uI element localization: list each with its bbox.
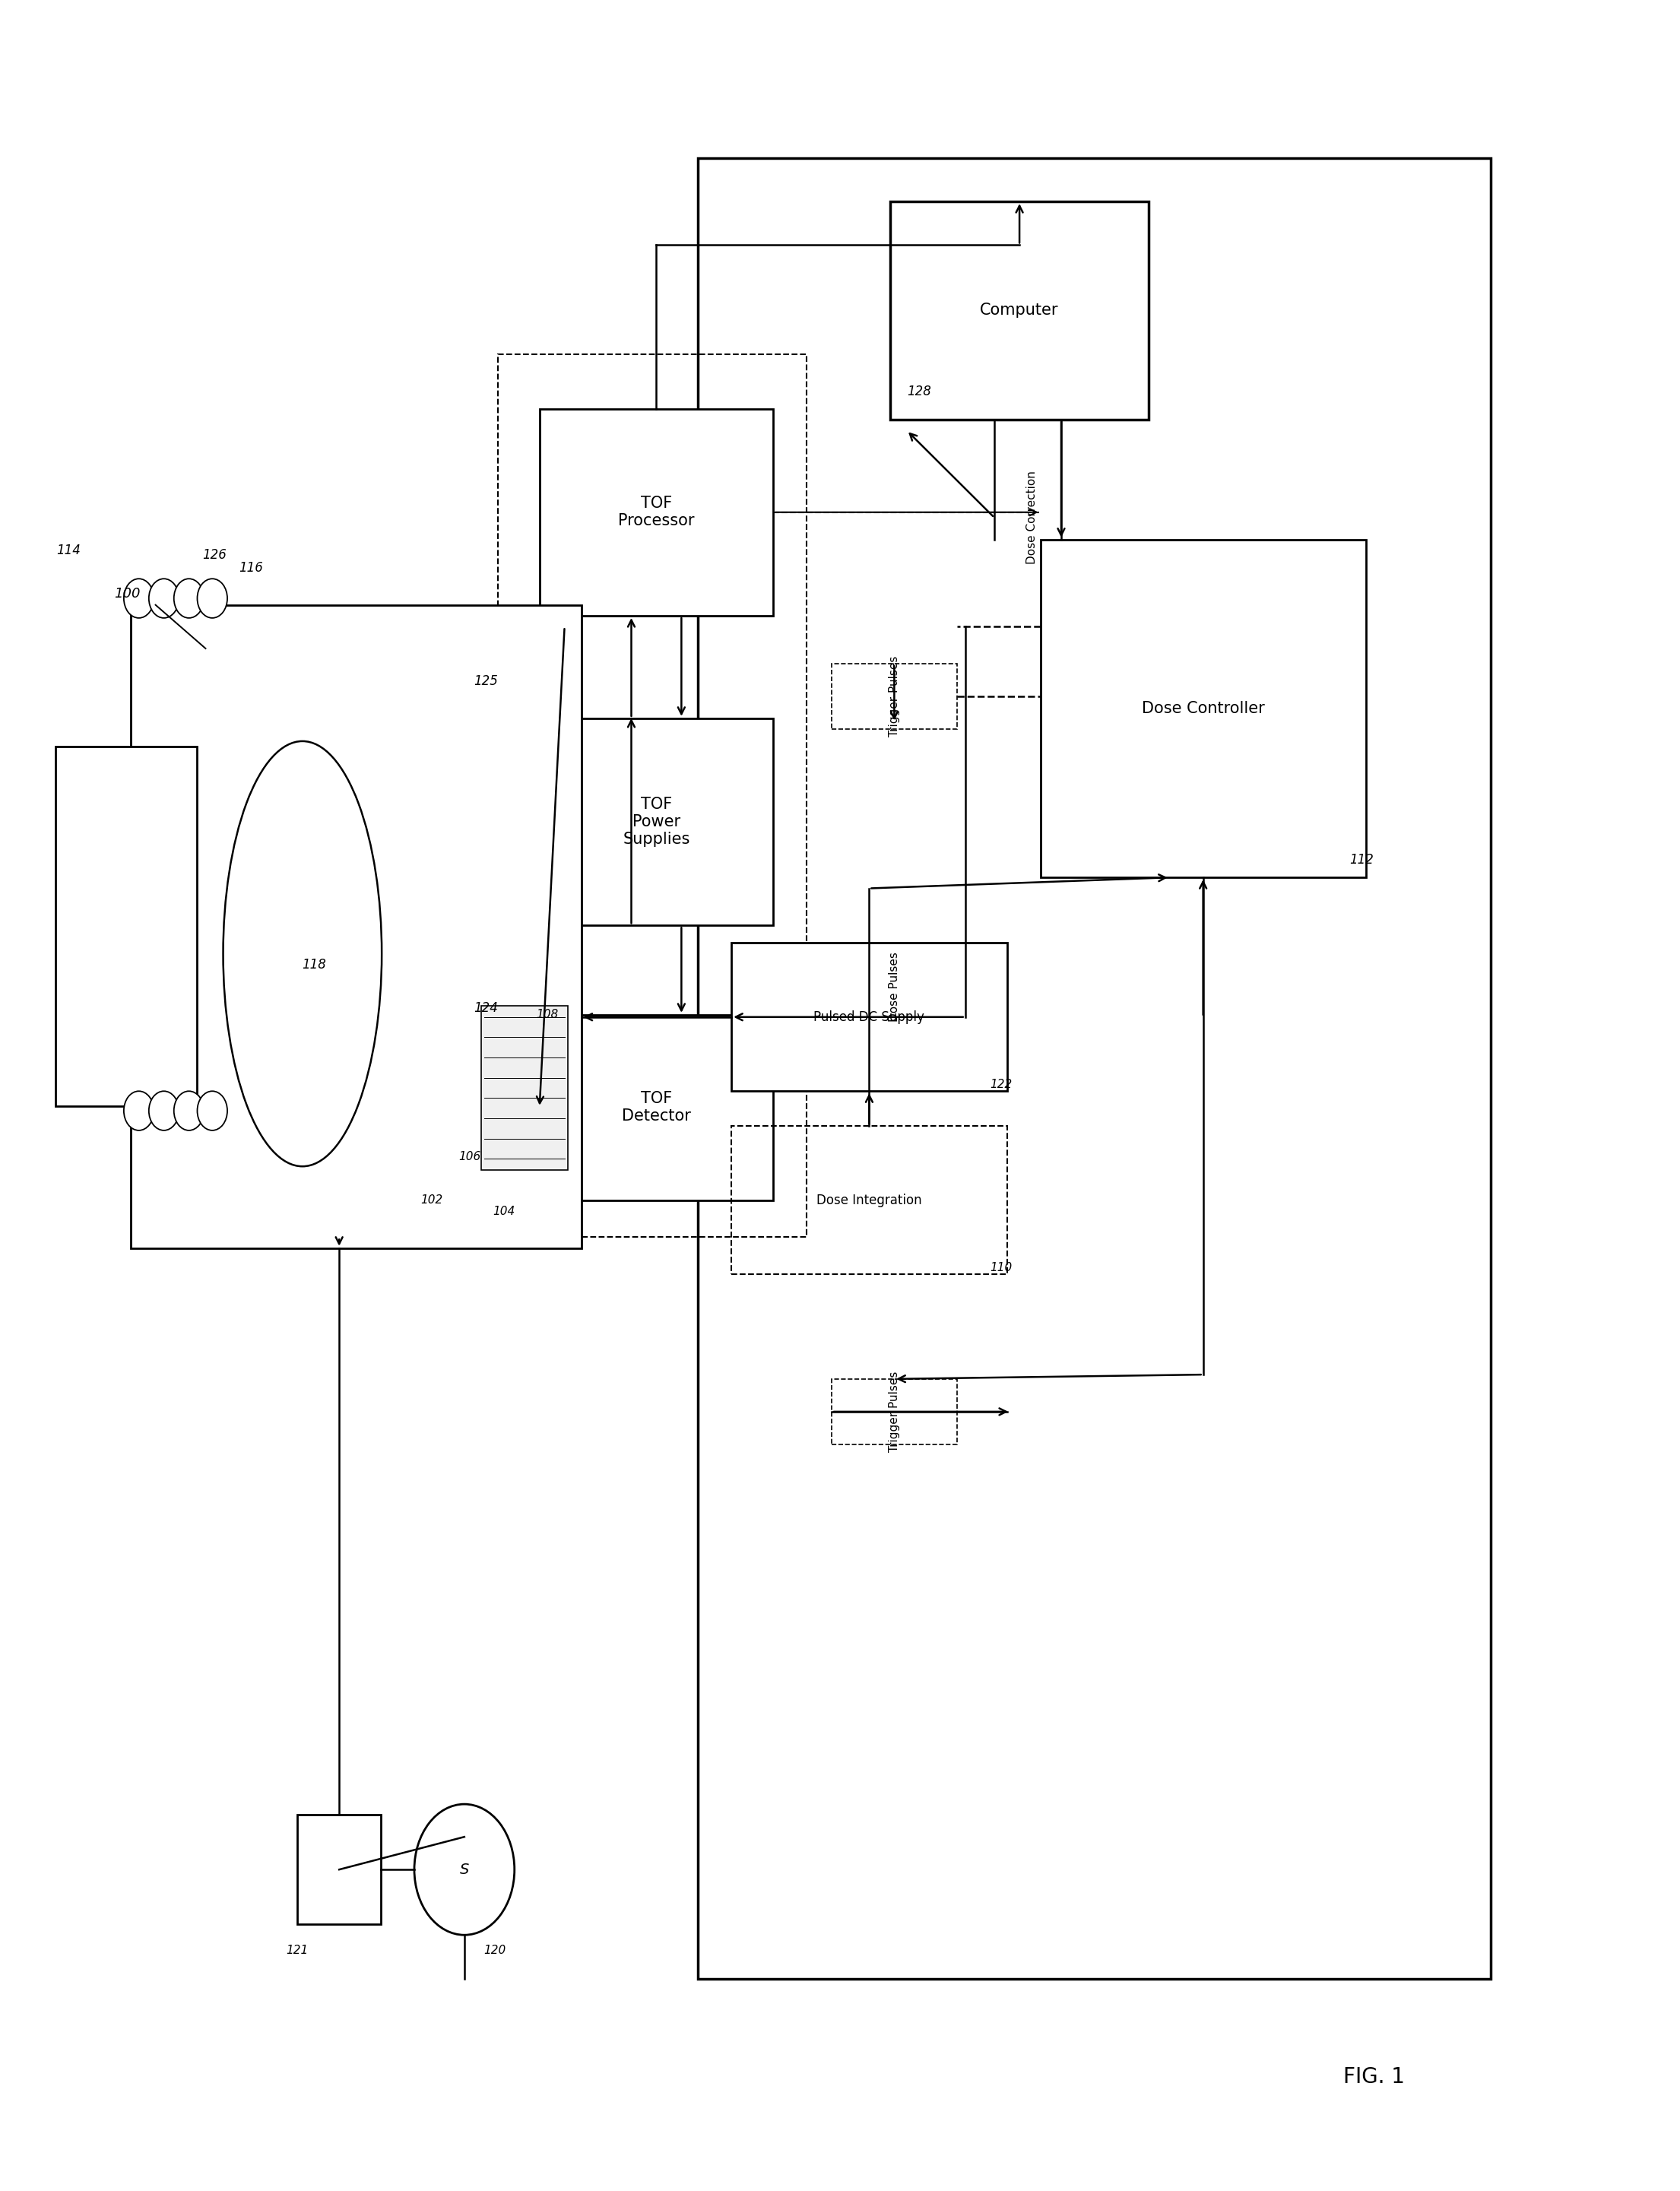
Text: Dose Pulses: Dose Pulses <box>889 951 900 1021</box>
Text: Dose Integration: Dose Integration <box>816 1194 922 1207</box>
Text: 102: 102 <box>420 1194 442 1205</box>
Circle shape <box>415 1803 514 1935</box>
Text: Computer: Computer <box>979 302 1058 318</box>
Circle shape <box>150 1091 178 1131</box>
Ellipse shape <box>223 741 381 1166</box>
Text: 100: 100 <box>114 587 139 600</box>
Bar <box>832 1378 958 1444</box>
Text: Pulsed DC Supply: Pulsed DC Supply <box>813 1010 924 1023</box>
Text: 124: 124 <box>474 1001 497 1014</box>
Text: 104: 104 <box>492 1205 516 1216</box>
Text: Dose Correction: Dose Correction <box>1026 471 1038 565</box>
Circle shape <box>197 1091 227 1131</box>
Text: Trigger Pulses: Trigger Pulses <box>889 1372 900 1453</box>
Text: 108: 108 <box>536 1010 558 1021</box>
Text: 106: 106 <box>459 1150 480 1161</box>
Bar <box>539 1014 773 1201</box>
Text: 120: 120 <box>484 1946 506 1957</box>
Circle shape <box>175 1091 203 1131</box>
Text: S: S <box>460 1862 469 1878</box>
Bar <box>480 1006 568 1170</box>
Bar <box>699 158 1492 1978</box>
Bar <box>131 605 581 1249</box>
Bar <box>539 719 773 925</box>
Text: 114: 114 <box>55 543 81 557</box>
Bar <box>731 1126 1006 1275</box>
Text: 118: 118 <box>302 957 326 971</box>
Text: 116: 116 <box>239 561 264 574</box>
Text: TOF
Detector: TOF Detector <box>622 1091 690 1124</box>
Text: FIG. 1: FIG. 1 <box>1344 2066 1404 2088</box>
Text: 110: 110 <box>990 1262 1013 1273</box>
Bar <box>890 202 1149 418</box>
Bar <box>832 664 958 730</box>
Bar <box>497 355 806 1238</box>
Text: 125: 125 <box>474 675 497 688</box>
Bar <box>1040 539 1366 876</box>
Circle shape <box>124 578 155 618</box>
Text: 122: 122 <box>990 1078 1013 1091</box>
Bar <box>297 1814 381 1924</box>
Circle shape <box>175 578 203 618</box>
Text: 126: 126 <box>202 548 227 561</box>
Bar <box>539 410 773 616</box>
Bar <box>731 942 1006 1091</box>
Circle shape <box>197 578 227 618</box>
Text: Dose Controller: Dose Controller <box>1142 701 1265 716</box>
Text: 121: 121 <box>286 1946 309 1957</box>
Circle shape <box>150 578 178 618</box>
Text: 128: 128 <box>907 383 931 399</box>
Text: TOF
Processor: TOF Processor <box>618 495 694 528</box>
Text: TOF
Power
Supplies: TOF Power Supplies <box>623 798 690 848</box>
Bar <box>55 747 197 1106</box>
Circle shape <box>124 1091 155 1131</box>
Text: 112: 112 <box>1349 852 1374 868</box>
Text: Trigger Pulses: Trigger Pulses <box>889 655 900 736</box>
